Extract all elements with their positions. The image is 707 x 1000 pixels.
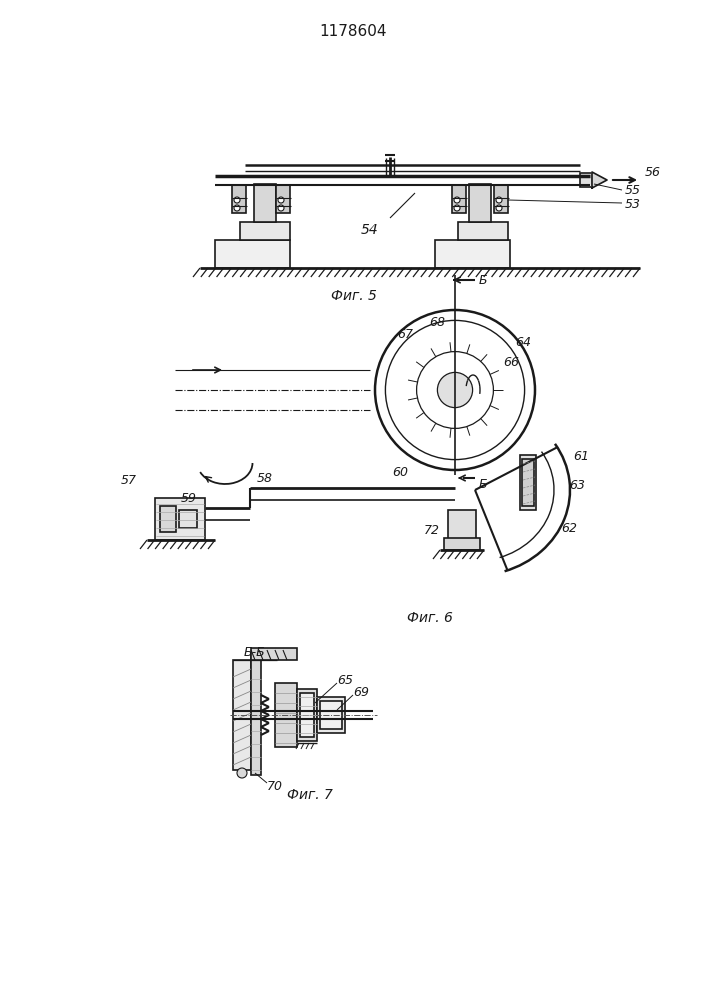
Text: Фиг. 7: Фиг. 7 bbox=[287, 788, 333, 802]
Bar bbox=[240, 222, 290, 240]
Text: Б-Б: Б-Б bbox=[244, 646, 266, 658]
Circle shape bbox=[496, 197, 502, 203]
Text: Фиг. 6: Фиг. 6 bbox=[407, 611, 453, 625]
Circle shape bbox=[454, 197, 460, 203]
Circle shape bbox=[278, 205, 284, 211]
Bar bbox=[251, 648, 297, 660]
Bar bbox=[297, 689, 317, 741]
Bar bbox=[320, 701, 342, 729]
Circle shape bbox=[234, 205, 240, 211]
Text: Б: Б bbox=[479, 273, 487, 286]
Bar bbox=[254, 184, 276, 222]
Bar bbox=[522, 459, 534, 506]
Text: 55: 55 bbox=[625, 184, 641, 196]
Text: 68: 68 bbox=[429, 316, 445, 328]
Bar bbox=[276, 185, 290, 213]
Text: 72: 72 bbox=[424, 524, 440, 536]
Text: 62: 62 bbox=[561, 522, 577, 535]
Bar bbox=[580, 173, 592, 187]
Bar bbox=[520, 455, 536, 510]
Bar bbox=[494, 185, 508, 213]
Text: Б: Б bbox=[479, 478, 487, 490]
Bar bbox=[251, 655, 261, 775]
Text: Фиг. 5: Фиг. 5 bbox=[331, 289, 377, 303]
Text: 56: 56 bbox=[645, 166, 661, 180]
Circle shape bbox=[278, 197, 284, 203]
Bar bbox=[233, 660, 251, 770]
Circle shape bbox=[496, 205, 502, 211]
Text: 53: 53 bbox=[625, 198, 641, 212]
Bar bbox=[452, 185, 466, 213]
Bar bbox=[215, 240, 290, 268]
Bar bbox=[179, 510, 197, 528]
Text: 63: 63 bbox=[569, 479, 585, 492]
Bar bbox=[232, 185, 246, 213]
Text: 54: 54 bbox=[361, 223, 379, 237]
Circle shape bbox=[237, 768, 247, 778]
Bar bbox=[300, 693, 314, 737]
Bar bbox=[160, 506, 176, 532]
Text: 64: 64 bbox=[515, 336, 531, 349]
Bar bbox=[469, 184, 491, 222]
Text: 65: 65 bbox=[337, 674, 353, 686]
Text: 67: 67 bbox=[397, 328, 413, 342]
Bar bbox=[444, 538, 480, 550]
Bar bbox=[448, 510, 476, 550]
Text: 69: 69 bbox=[353, 686, 369, 700]
Text: 60: 60 bbox=[392, 466, 408, 480]
Text: 59: 59 bbox=[181, 491, 197, 504]
Bar bbox=[275, 683, 297, 747]
Circle shape bbox=[234, 197, 240, 203]
Text: 70: 70 bbox=[267, 780, 283, 794]
Text: 57: 57 bbox=[121, 474, 137, 487]
Bar bbox=[155, 498, 205, 540]
Text: 61: 61 bbox=[573, 450, 589, 464]
Circle shape bbox=[454, 205, 460, 211]
Bar bbox=[435, 240, 510, 268]
Bar bbox=[458, 222, 508, 240]
Text: 58: 58 bbox=[257, 472, 273, 485]
Text: 66: 66 bbox=[503, 356, 519, 368]
Polygon shape bbox=[592, 172, 607, 188]
Bar bbox=[317, 697, 345, 733]
Text: 1178604: 1178604 bbox=[320, 24, 387, 39]
Circle shape bbox=[438, 372, 472, 408]
